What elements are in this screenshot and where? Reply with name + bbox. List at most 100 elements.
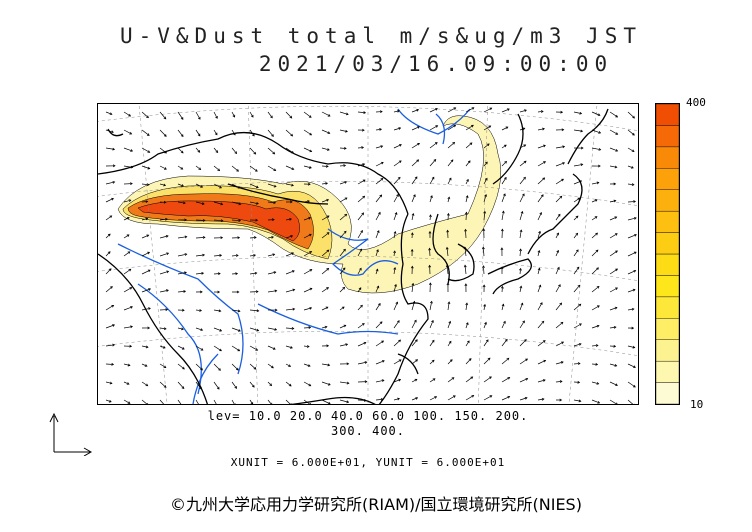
wind-vector [285, 111, 293, 119]
wind-vector [339, 165, 346, 167]
wind-vector-head [214, 132, 218, 136]
wind-vector [375, 303, 381, 311]
wind-vector-head [130, 165, 134, 169]
wind-vector [609, 250, 618, 257]
wind-vector [159, 147, 167, 154]
wind-vector-head [220, 236, 224, 240]
wind-vector-head [448, 340, 452, 344]
wind-vector [591, 147, 601, 151]
wind-vector [123, 363, 130, 366]
wind-vector [249, 363, 257, 370]
wind-vector-head [346, 400, 350, 404]
wind-vector [483, 161, 488, 167]
wind-vector [249, 237, 257, 239]
wind-vector [573, 129, 583, 132]
wind-vector-head [431, 359, 435, 363]
wind-vector-head [145, 345, 149, 349]
wind-vector-head [614, 306, 618, 310]
wind-vector [159, 363, 166, 368]
wind-vector [303, 251, 312, 257]
colorbar-swatch [655, 382, 680, 405]
wind-vector-head [415, 397, 419, 400]
wind-vector-head [542, 177, 546, 181]
wind-vector [429, 320, 434, 329]
wind-vector-head [288, 364, 292, 367]
wind-vector-head [559, 398, 563, 402]
wind-vector [465, 160, 471, 167]
wind-vector [267, 399, 272, 404]
wind-vector [285, 165, 294, 170]
wind-vector [177, 345, 185, 350]
wind-vector-head [346, 362, 350, 366]
wind-vector [483, 125, 491, 131]
wind-vector [321, 249, 330, 257]
wind-vector-head [273, 201, 277, 205]
wind-vector-head [272, 253, 276, 257]
wind-vector-head [148, 307, 151, 311]
wind-vector-head [235, 272, 239, 276]
wind-vector [447, 377, 455, 383]
wind-vector [177, 183, 184, 187]
wind-vector-head [197, 149, 201, 153]
wind-vector [231, 201, 241, 205]
colorbar-swatch [655, 360, 680, 383]
wind-vector-head [411, 282, 415, 286]
wind-vector-head [410, 265, 414, 269]
wind-vector [267, 381, 272, 386]
wind-vector [159, 183, 166, 186]
wind-vector [609, 165, 617, 168]
wind-vector [627, 251, 637, 257]
wind-vector [249, 147, 256, 155]
wind-vector [591, 129, 601, 134]
wind-vector [357, 342, 367, 347]
wind-vector-head [109, 381, 113, 385]
wind-vector [357, 361, 367, 365]
wind-vector-head [428, 247, 432, 251]
wind-vector [339, 111, 349, 115]
wind-vector-head [415, 359, 419, 362]
wind-vector [303, 327, 311, 329]
colorbar-swatch [655, 146, 680, 169]
wind-vector-head [255, 290, 259, 294]
wind-vector [303, 288, 313, 293]
wind-vector [537, 212, 542, 221]
wind-vector-head [112, 147, 116, 151]
wind-vector [483, 265, 485, 275]
wind-vector [501, 144, 507, 149]
wind-vector-head [470, 376, 474, 380]
wind-vector [339, 249, 346, 257]
wind-vector-head [434, 396, 438, 399]
wind-vector [159, 111, 167, 120]
wind-vector [375, 162, 384, 167]
wind-vector-head [393, 230, 397, 234]
wind-vector-head [326, 249, 330, 253]
wind-vector [609, 200, 616, 203]
wind-vector [123, 306, 133, 311]
wind-vector [393, 398, 400, 401]
wind-vector-head [613, 325, 617, 329]
wind-vector-head [435, 125, 439, 128]
wind-vector [375, 340, 384, 347]
wind-vector-head [396, 193, 399, 197]
wind-vector [105, 129, 114, 133]
wind-vector-head [634, 233, 637, 237]
wind-vector [501, 161, 507, 167]
wind-vector [339, 381, 349, 384]
wind-vector-head [220, 202, 224, 206]
wind-vector [465, 358, 472, 365]
wind-vector-head [397, 397, 401, 401]
wind-vector [105, 344, 115, 347]
wind-vector [159, 235, 169, 239]
wind-vector-head [166, 289, 169, 292]
wind-vector [465, 376, 473, 383]
wind-vector-head [410, 248, 414, 252]
wind-vector-head [362, 195, 366, 199]
wind-vector [105, 324, 115, 329]
wind-vector-head [362, 163, 366, 166]
wind-vector [267, 253, 275, 257]
wind-vector-head [614, 364, 618, 367]
wind-vector [339, 399, 349, 403]
wind-vector [447, 301, 450, 311]
wind-vector [591, 182, 599, 185]
wind-vector [573, 284, 581, 293]
